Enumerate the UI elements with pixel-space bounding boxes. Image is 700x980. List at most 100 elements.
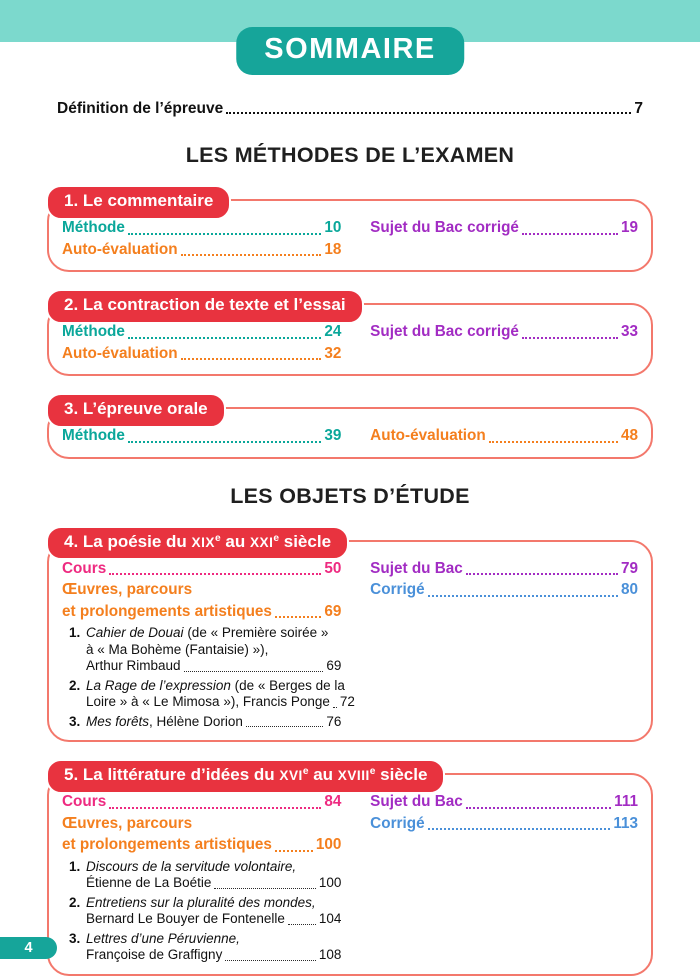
- page-title: SOMMAIRE: [236, 27, 464, 75]
- page-number: 100: [318, 875, 342, 890]
- page-number: 50: [324, 559, 342, 577]
- work-number: 2.: [69, 894, 81, 910]
- toc-line-text: Françoise de Graffigny: [86, 947, 223, 962]
- dotted-leader: [330, 694, 340, 711]
- part-heading-objects: LES OBJETS D’ÉTUDE: [230, 483, 470, 508]
- toc-line: Méthode 39: [62, 425, 341, 447]
- page-number: 111: [614, 793, 638, 810]
- toc-line: Cours 84: [62, 791, 341, 813]
- toc-line-text: , Hélène Dorion: [149, 713, 243, 729]
- toc-line: à « Ma Bohème (Fantaisie) »),: [86, 642, 341, 659]
- dotted-leader: [519, 321, 621, 343]
- page-number: 19: [620, 219, 638, 236]
- section-column-left: Méthode 10 Auto-évaluation 18: [62, 217, 341, 260]
- toc-entry-label: Définition de l’épreuve: [57, 100, 224, 117]
- toc-line-text: Œuvres, parcours: [62, 814, 193, 832]
- toc-line: Œuvres, parcours: [62, 813, 341, 835]
- work-body: Entretiens sur la pluralité des mondes, B…: [86, 895, 341, 928]
- dotted-leader: [463, 558, 621, 580]
- toc-line-text: Loire » à « Le Mimosa »), Francis Ponge: [86, 694, 330, 709]
- works-list: 1. Discours de la servitude volontaire, Ét…: [62, 859, 341, 964]
- section-badge-text: e: [369, 766, 376, 778]
- toc-line: Lettres d’une Péruvienne,: [86, 931, 341, 948]
- dotted-leader: [285, 911, 319, 928]
- toc-line: Entretiens sur la pluralité des mondes,: [86, 895, 341, 912]
- section-badge-text: e: [302, 766, 309, 778]
- toc-entry: Cours 50: [62, 558, 341, 580]
- page-number: 10: [324, 219, 342, 236]
- toc-line-text: et prolongements artistiques: [62, 602, 272, 620]
- toc-line: La Rage de l’expression (de « Berges de …: [86, 678, 355, 695]
- section-badge-text: 1. Le commentaire: [64, 191, 214, 210]
- toc-line: Auto-évaluation 32: [62, 343, 341, 365]
- toc-line-text: Cours: [62, 793, 107, 810]
- toc-entry: Méthode 39: [62, 425, 341, 447]
- work-item: 3. Lettres d’une Péruvienne, Françoise de …: [69, 931, 341, 964]
- section-columns: Cours 50 Œuvres, parcours et prolongements …: [62, 558, 638, 731]
- page-number: 113: [613, 814, 638, 832]
- section-badge-text: XIX: [191, 534, 215, 550]
- section-badge-text: e: [214, 532, 221, 544]
- toc-entry: Œuvres, parcours et prolongements artisti…: [62, 813, 341, 856]
- toc-line: Arthur Rimbaud 69: [86, 658, 341, 675]
- page-number: 33: [620, 323, 638, 340]
- section-badge: 3. L’épreuve orale: [46, 393, 226, 428]
- toc-entry: Sujet du Bac 111: [370, 791, 638, 813]
- work-body: Discours de la servitude volontaire, Étie…: [86, 859, 341, 892]
- folio-page-number: 4: [0, 937, 57, 959]
- work-number: 3.: [69, 713, 81, 729]
- work-title: Mes forêts: [86, 713, 150, 729]
- section-badge-text: e: [273, 532, 280, 544]
- dotted-leader: [178, 343, 325, 365]
- section-column-right: Auto-évaluation 48: [370, 425, 638, 447]
- toc-line-text: Méthode: [62, 219, 125, 236]
- toc-section-4: 4. La poésie du XIXe au XXIe siècle Cours…: [46, 525, 653, 742]
- toc-section-2: 2. La contraction de texte et l’essai Mét…: [46, 289, 653, 376]
- toc-line-text: Auto-évaluation: [62, 344, 178, 362]
- section-badge: 2. La contraction de texte et l’essai: [46, 289, 364, 324]
- section-columns: Cours 84 Œuvres, parcours et prolongements …: [62, 791, 638, 964]
- toc-line-text: Auto-évaluation: [370, 427, 486, 444]
- section-badge-text: au: [308, 765, 338, 784]
- work-body: Cahier de Douai (de « Première soirée » à…: [86, 625, 341, 675]
- toc-line: Cours 50: [62, 558, 341, 580]
- toc-line: et prolongements artistiques 69: [62, 601, 341, 623]
- toc-line: Discours de la servitude volontaire,: [86, 859, 341, 876]
- section-badge-text: siècle: [375, 765, 428, 784]
- work-item: 2. Entretiens sur la pluralité des mondes…: [69, 895, 341, 928]
- toc-line: Auto-évaluation 18: [62, 239, 341, 261]
- toc-line: Sujet du Bac corrigé 19: [370, 217, 638, 239]
- page-number: 7: [634, 100, 643, 117]
- toc-entry: Corrigé 80: [370, 579, 638, 601]
- methods-sections: 1. Le commentaire Méthode 10 Auto-évaluatio…: [46, 185, 653, 459]
- toc-line-text: Sujet du Bac corrigé: [370, 323, 519, 340]
- dotted-leader: [463, 791, 614, 813]
- page-number: 69: [324, 602, 342, 620]
- toc-line: Auto-évaluation 48: [370, 425, 638, 447]
- toc-entry: Méthode 10: [62, 217, 341, 239]
- work-number: 3.: [69, 930, 81, 946]
- toc-line: Bernard Le Bouyer de Fontenelle 104: [86, 911, 341, 928]
- page-number: 104: [318, 911, 342, 926]
- toc-line: Mes forêts, Hélène Dorion 76: [86, 714, 341, 731]
- dotted-leader: [425, 579, 621, 601]
- page-number: 80: [620, 581, 638, 598]
- dotted-leader: [125, 217, 324, 239]
- section-badge: 4. La poésie du XIXe au XXIe siècle: [46, 525, 350, 561]
- work-title: La Rage de l’expression: [86, 677, 231, 693]
- section-badge-text: XVIII: [337, 768, 370, 783]
- toc-line-text: Auto-évaluation: [62, 240, 178, 258]
- work-title: Cahier de Douai: [86, 625, 184, 640]
- section-columns: Méthode 10 Auto-évaluation 18 Sujet du Bac c…: [62, 217, 638, 260]
- work-item: 1. Cahier de Douai (de « Première soirée …: [69, 625, 341, 675]
- toc-line-text: Sujet du Bac: [370, 793, 463, 810]
- toc-line-text: Corrigé: [370, 814, 425, 832]
- toc-line: Corrigé 113: [370, 813, 638, 835]
- page-number: 108: [318, 947, 342, 962]
- toc-line-text: Sujet du Bac: [370, 559, 463, 577]
- toc-entry: Méthode 24: [62, 321, 341, 343]
- section-badge-text: XVI: [279, 768, 303, 783]
- toc-line: Sujet du Bac corrigé 33: [370, 321, 638, 343]
- toc-line: Françoise de Graffigny 108: [86, 947, 341, 964]
- work-item: 1. Discours de la servitude volontaire, Ét…: [69, 859, 341, 892]
